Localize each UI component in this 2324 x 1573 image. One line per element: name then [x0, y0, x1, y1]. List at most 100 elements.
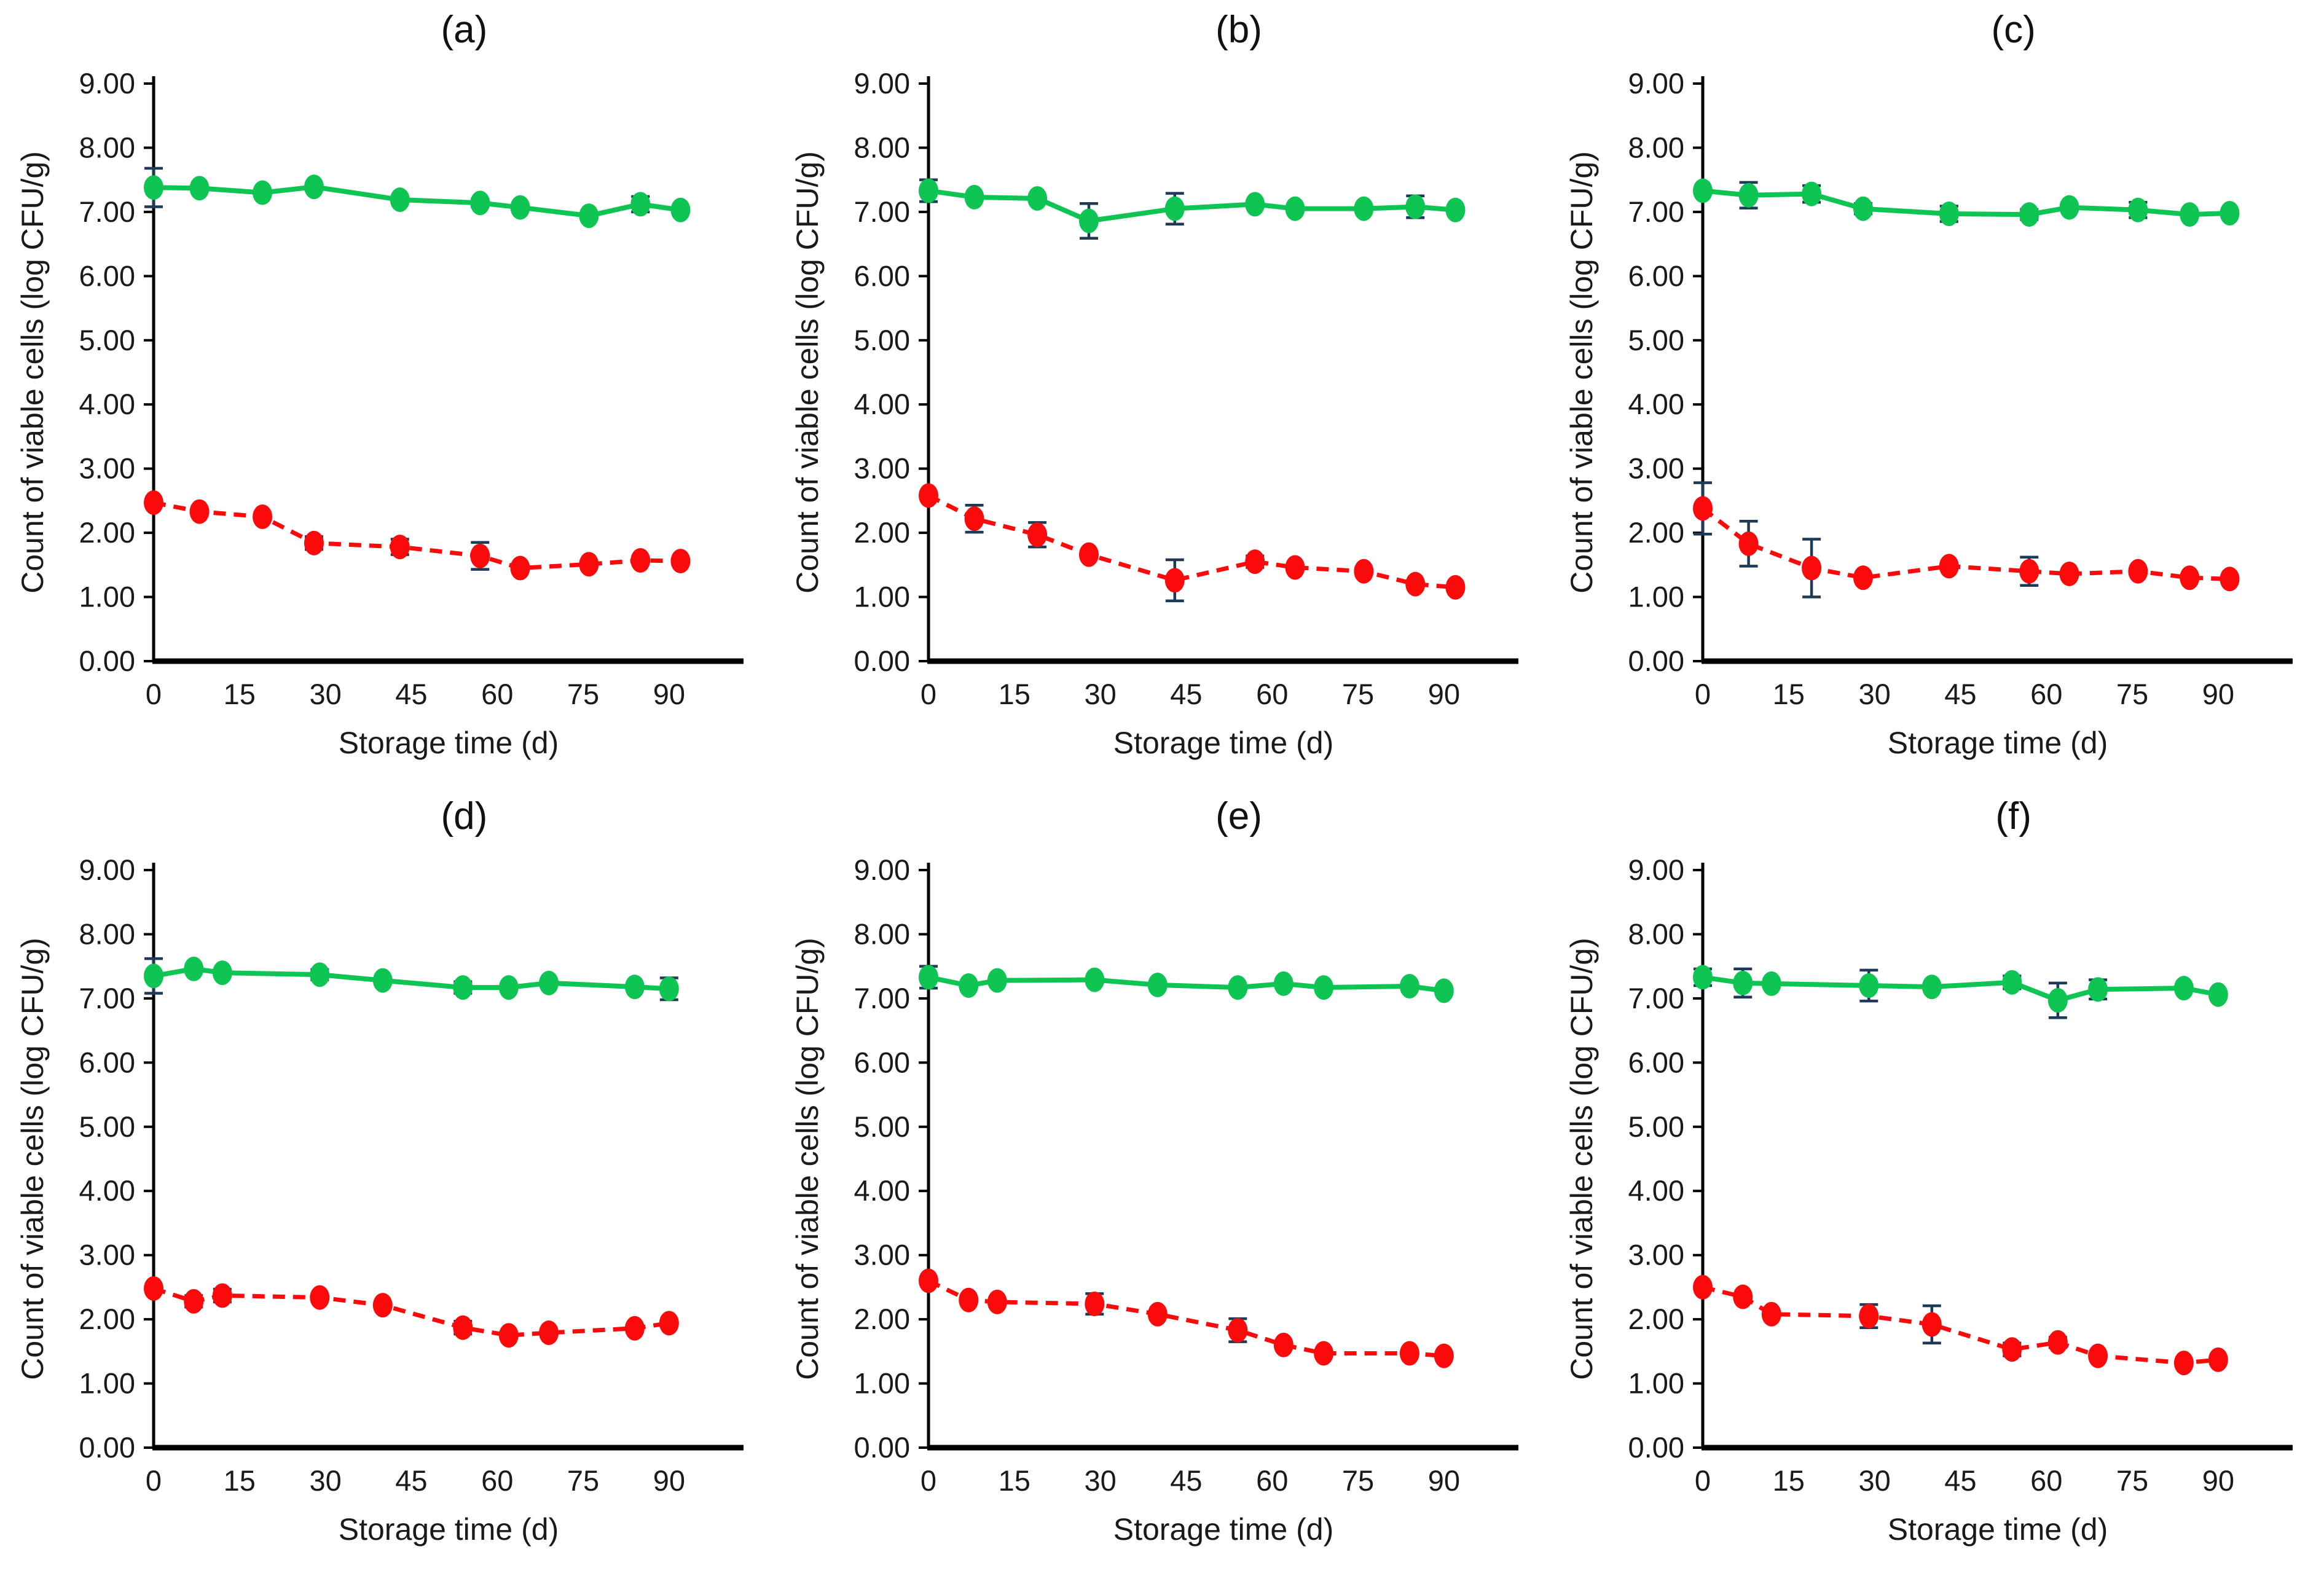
series-line: [927, 493, 1456, 590]
series-markers: [144, 956, 679, 1002]
series-markers: [144, 1276, 679, 1348]
green-solid-series: [918, 178, 1466, 240]
chart-panel-a: (a) 0.00 1.00 2.00 3.00 4.00 5.00 6.00 7.00 8.00…: [0, 0, 775, 786]
x-tick-label: 45: [1170, 1464, 1202, 1497]
panel-title: (a): [441, 8, 488, 51]
y-tick-label: 0.00: [1628, 1431, 1684, 1464]
y-tick-label: 0.00: [1628, 645, 1684, 677]
panel-title: (c): [1991, 8, 2036, 51]
line-plot: 0.00 1.00 2.00 3.00 4.00 5.00 6.00 7.00 8.00 9.00…: [15, 67, 744, 760]
x-tick-label: 60: [1256, 1464, 1288, 1497]
y-tick-label: 1.00: [854, 1367, 909, 1400]
series-line: [1702, 975, 2219, 1003]
x-tick-label: 60: [1256, 678, 1288, 710]
x-tick-label: 90: [2202, 1464, 2234, 1497]
series-markers: [144, 175, 691, 229]
y-tick-label: 8.00: [79, 131, 135, 163]
panel-title: (d): [441, 794, 488, 837]
green-solid-series: [1693, 178, 2240, 227]
x-tick-label: 0: [1695, 1464, 1711, 1497]
x-tick-label: 15: [224, 678, 256, 710]
x-tick-label: 30: [1859, 678, 1891, 710]
series-line: [1702, 1285, 2219, 1365]
y-tick-label: 5.00: [854, 324, 909, 356]
x-axis-title: Storage time (d): [339, 1512, 559, 1547]
red-dashed-series: [918, 1268, 1454, 1368]
chart-panel-c: (c) 0.00 1.00 2.00 3.00 4.00 5.00 6.00 7.00 8.00…: [1549, 0, 2324, 786]
x-tick-label: 75: [1342, 678, 1374, 710]
x-tick-label: 15: [998, 678, 1030, 710]
x-tick-label: 60: [2030, 1464, 2062, 1497]
x-tick-label: 45: [1945, 678, 1977, 710]
axes: [1693, 76, 2293, 664]
x-tick-label: 60: [481, 678, 513, 710]
line-plot: 0.00 1.00 2.00 3.00 4.00 5.00 6.00 7.00 8.00 9.00…: [790, 853, 1518, 1547]
y-tick-label: 3.00: [1628, 452, 1684, 485]
series-markers: [918, 965, 1454, 1003]
x-tick-label: 75: [567, 678, 599, 710]
y-tick-label: 7.00: [1628, 982, 1684, 1014]
y-tick-label: 7.00: [854, 982, 909, 1014]
chart-panel-f: (f) 0.00 1.00 2.00 3.00 4.00 5.00 6.00 7.00 8.00…: [1549, 786, 2324, 1573]
panel-title: (e): [1215, 794, 1262, 837]
y-axis-title: Count of viable cells (log CFU/g): [15, 938, 50, 1380]
y-axis-title: Count of viable cells (log CFU/g): [15, 151, 50, 594]
y-tick-label: 9.00: [79, 853, 135, 886]
y-tick-label: 7.00: [79, 982, 135, 1014]
x-tick-label: 0: [921, 678, 936, 710]
x-tick-label: 15: [998, 1464, 1030, 1497]
series-line: [928, 188, 1456, 224]
error-bars: [965, 503, 1264, 603]
line-plot: 0.00 1.00 2.00 3.00 4.00 5.00 6.00 7.00 8.00 9.00…: [1564, 853, 2293, 1547]
series-line: [152, 1286, 670, 1338]
chart-panel-b: (b) 0.00 1.00 2.00 3.00 4.00 5.00 6.00 7.00 8.00…: [774, 0, 1550, 786]
axes: [1693, 863, 2293, 1451]
red-dashed-series: [144, 490, 691, 581]
series-line: [1702, 506, 2230, 581]
y-tick-label: 6.00: [1628, 1046, 1684, 1078]
y-tick-label: 0.00: [854, 645, 909, 677]
x-tick-label: 45: [395, 678, 427, 710]
y-tick-label: 9.00: [1628, 67, 1684, 100]
x-tick-label: 30: [309, 678, 341, 710]
y-tick-label: 8.00: [1628, 917, 1684, 950]
line-plot: 0.00 1.00 2.00 3.00 4.00 5.00 6.00 7.00 8.00 9.00…: [15, 853, 744, 1547]
x-tick-label: 0: [146, 1464, 162, 1497]
y-axis-title: Count of viable cells (log CFU/g): [1564, 151, 1599, 594]
y-tick-label: 8.00: [854, 917, 909, 950]
red-dashed-series: [1693, 1274, 2229, 1376]
y-tick-label: 6.00: [854, 1046, 909, 1078]
y-tick-label: 1.00: [79, 581, 135, 613]
x-tick-label: 45: [395, 1464, 427, 1497]
red-dashed-series: [144, 1276, 679, 1348]
y-tick-label: 2.00: [854, 516, 909, 549]
chart-panel-e: (e) 0.00 1.00 2.00 3.00 4.00 5.00 6.00 7.00 8.00…: [774, 786, 1550, 1573]
x-tick-label: 30: [1084, 678, 1116, 710]
y-tick-label: 4.00: [1628, 388, 1684, 420]
y-axis-title: Count of viable cells (log CFU/g): [790, 151, 825, 594]
panel-title: (f): [1995, 794, 2032, 837]
y-tick-label: 8.00: [854, 131, 909, 163]
y-tick-label: 5.00: [1628, 1110, 1684, 1143]
x-tick-label: 90: [1427, 1464, 1459, 1497]
series-markers: [144, 490, 691, 581]
x-axis-title: Storage time (d): [1888, 1512, 2108, 1547]
y-tick-label: 4.00: [79, 388, 135, 420]
x-axis-title: Storage time (d): [1113, 726, 1333, 760]
series-line: [1702, 188, 2230, 218]
line-plot: 0.00 1.00 2.00 3.00 4.00 5.00 6.00 7.00 8.00 9.00…: [790, 67, 1518, 760]
x-tick-label: 30: [1084, 1464, 1116, 1497]
x-tick-label: 15: [1773, 1464, 1805, 1497]
y-tick-label: 5.00: [79, 324, 135, 356]
y-tick-label: 0.00: [854, 1431, 909, 1464]
y-tick-label: 5.00: [854, 1110, 909, 1143]
series-line: [927, 1279, 1444, 1359]
x-tick-label: 90: [2202, 678, 2234, 710]
x-tick-label: 75: [1342, 1464, 1374, 1497]
y-tick-label: 7.00: [1628, 195, 1684, 228]
axes: [918, 863, 1518, 1451]
y-tick-label: 3.00: [854, 1239, 909, 1271]
red-dashed-series: [918, 483, 1466, 603]
x-tick-label: 90: [653, 1464, 685, 1497]
